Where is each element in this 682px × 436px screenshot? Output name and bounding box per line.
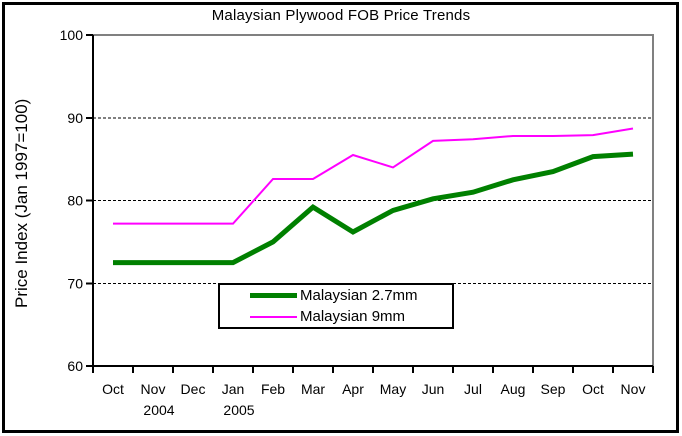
y-tick-label: 80 [67, 193, 83, 209]
y-tick-label: 70 [67, 275, 83, 291]
legend-item-malaysian-2-7mm: Malaysian 2.7mm [250, 285, 452, 306]
legend-label: Malaysian 9mm [300, 308, 406, 325]
chart-title: Malaysian Plywood FOB Price Trends [211, 7, 471, 24]
legend-item-malaysian-9mm: Malaysian 9mm [250, 306, 452, 327]
series-line-malaysian-2-7mm [113, 151, 634, 266]
x-tick-label: Jul [464, 381, 482, 397]
x-tick-label: Dec [181, 381, 206, 397]
y-tick-label: 90 [67, 110, 83, 126]
year-label: 2004 [143, 402, 174, 418]
year-label: 2005 [223, 402, 254, 418]
y-tick-label: 100 [60, 27, 84, 43]
x-tick-label: Aug [501, 381, 526, 397]
x-tick-label: Nov [621, 381, 646, 397]
legend: Malaysian 2.7mm Malaysian 9mm [218, 283, 454, 329]
x-tick-label: Oct [582, 381, 604, 397]
x-tick-label: Jan [222, 381, 245, 397]
series-line-malaysian-9mm [113, 127, 634, 225]
x-tick-label: Sep [541, 381, 566, 397]
x-tick-label: May [380, 381, 406, 397]
legend-label: Malaysian 2.7mm [300, 287, 418, 304]
x-tick-label: Apr [342, 381, 364, 397]
x-tick-label: Feb [261, 381, 285, 397]
x-tick-label: Jun [422, 381, 445, 397]
y-tick-label: 60 [67, 358, 83, 374]
legend-line-sample-green [250, 293, 297, 298]
x-tick-label: Oct [102, 381, 124, 397]
x-tick-label: Mar [301, 381, 325, 397]
legend-line-sample-magenta [250, 315, 297, 318]
x-tick-label: Nov [141, 381, 166, 397]
